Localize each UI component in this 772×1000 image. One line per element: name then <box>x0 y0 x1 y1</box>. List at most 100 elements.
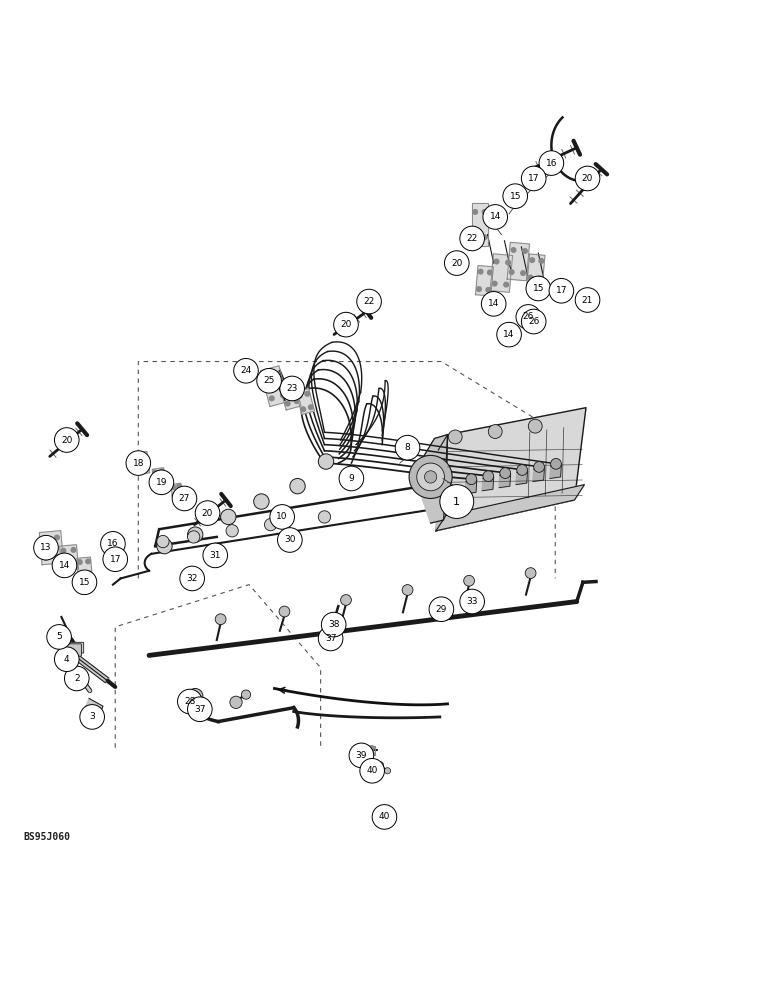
Text: 38: 38 <box>328 620 340 629</box>
Circle shape <box>63 563 67 568</box>
Polygon shape <box>59 545 79 571</box>
Circle shape <box>516 465 527 475</box>
Text: 14: 14 <box>503 330 515 339</box>
Polygon shape <box>476 266 493 296</box>
Circle shape <box>334 312 358 337</box>
Circle shape <box>265 518 277 531</box>
Circle shape <box>445 251 469 275</box>
Circle shape <box>221 509 236 525</box>
Circle shape <box>188 527 203 542</box>
Circle shape <box>280 393 285 398</box>
Circle shape <box>215 614 226 625</box>
Circle shape <box>528 419 542 433</box>
Circle shape <box>487 270 492 275</box>
Text: 13: 13 <box>40 543 52 552</box>
Circle shape <box>171 485 175 489</box>
Circle shape <box>65 666 89 691</box>
Circle shape <box>86 559 90 564</box>
Circle shape <box>533 462 544 472</box>
Text: 15: 15 <box>533 284 544 293</box>
Polygon shape <box>86 698 103 714</box>
Polygon shape <box>39 531 63 565</box>
Circle shape <box>178 492 183 497</box>
Circle shape <box>230 696 242 708</box>
Text: 37: 37 <box>325 634 337 643</box>
Text: 15: 15 <box>510 192 521 201</box>
Circle shape <box>188 531 200 543</box>
Text: 1: 1 <box>453 497 460 507</box>
Polygon shape <box>550 465 561 478</box>
Circle shape <box>402 585 413 595</box>
Circle shape <box>473 210 478 214</box>
Circle shape <box>180 566 205 591</box>
Text: 14: 14 <box>488 299 499 308</box>
Polygon shape <box>260 366 289 406</box>
Text: 16: 16 <box>107 539 119 548</box>
Text: 21: 21 <box>582 296 593 305</box>
Circle shape <box>257 368 281 393</box>
Polygon shape <box>279 378 301 410</box>
Circle shape <box>360 751 364 756</box>
Circle shape <box>242 690 251 699</box>
Circle shape <box>504 282 509 287</box>
Circle shape <box>327 617 340 629</box>
Text: 40: 40 <box>379 812 390 821</box>
Text: 16: 16 <box>546 159 557 168</box>
Circle shape <box>483 471 493 482</box>
Circle shape <box>503 184 527 208</box>
Circle shape <box>575 166 600 191</box>
Circle shape <box>100 532 125 556</box>
Circle shape <box>177 484 181 489</box>
Circle shape <box>429 597 454 622</box>
Circle shape <box>172 486 197 511</box>
FancyBboxPatch shape <box>69 642 83 653</box>
Circle shape <box>297 394 302 398</box>
Polygon shape <box>472 203 488 246</box>
Circle shape <box>516 305 540 329</box>
Polygon shape <box>436 435 448 531</box>
Circle shape <box>34 535 59 560</box>
Text: 27: 27 <box>179 494 190 503</box>
Polygon shape <box>421 435 448 523</box>
Circle shape <box>539 259 543 263</box>
Text: 23: 23 <box>286 384 298 393</box>
Circle shape <box>290 382 294 386</box>
Circle shape <box>425 471 437 483</box>
Circle shape <box>157 535 169 548</box>
Polygon shape <box>482 477 493 491</box>
Circle shape <box>301 407 306 412</box>
Circle shape <box>482 292 506 316</box>
Circle shape <box>178 689 202 714</box>
Circle shape <box>537 276 542 281</box>
Circle shape <box>136 468 141 472</box>
Polygon shape <box>507 242 530 281</box>
Circle shape <box>73 562 77 567</box>
Circle shape <box>281 384 286 389</box>
Text: 20: 20 <box>451 259 462 268</box>
Circle shape <box>55 428 79 452</box>
Text: 17: 17 <box>556 286 567 295</box>
Text: 4: 4 <box>64 655 69 664</box>
Circle shape <box>52 553 76 578</box>
Text: 14: 14 <box>489 212 501 221</box>
Circle shape <box>395 435 420 460</box>
Circle shape <box>360 758 384 783</box>
Circle shape <box>154 480 159 485</box>
Circle shape <box>172 493 177 498</box>
Circle shape <box>71 548 76 552</box>
Circle shape <box>489 425 502 438</box>
Circle shape <box>103 547 127 572</box>
Circle shape <box>79 572 83 576</box>
Circle shape <box>203 543 228 568</box>
Polygon shape <box>436 408 586 531</box>
Circle shape <box>479 269 483 274</box>
Circle shape <box>47 625 71 649</box>
Text: 26: 26 <box>528 317 540 326</box>
Circle shape <box>494 259 499 264</box>
Circle shape <box>55 535 59 540</box>
Circle shape <box>279 606 290 617</box>
Text: 22: 22 <box>364 297 374 306</box>
Text: 14: 14 <box>59 561 70 570</box>
Circle shape <box>294 399 299 403</box>
Circle shape <box>43 556 48 560</box>
